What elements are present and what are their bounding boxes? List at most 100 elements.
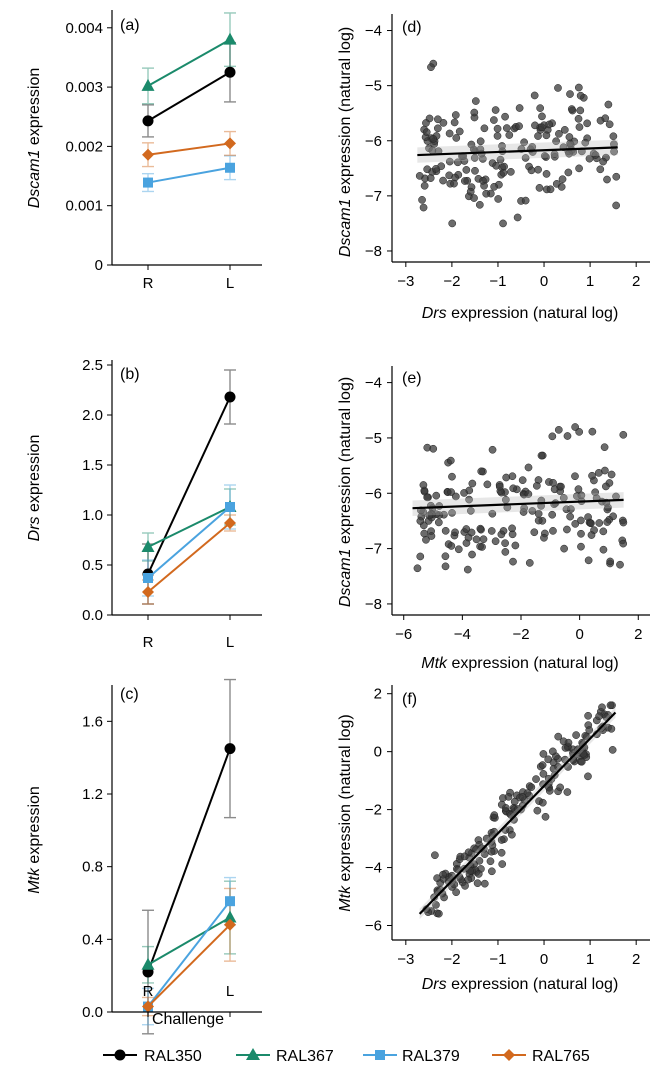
scatter-point <box>520 138 528 147</box>
panel-label-e: (e) <box>402 370 422 387</box>
scatter-point <box>466 866 474 875</box>
scatter-point <box>460 489 468 497</box>
scatter-point <box>423 165 432 174</box>
scatter-point <box>557 183 566 191</box>
panel-label-c: (c) <box>120 686 139 703</box>
panel-a-marks <box>141 12 237 193</box>
regression-line <box>417 146 618 157</box>
x-tick-label: −2 <box>443 951 460 968</box>
scatter-point <box>540 152 549 160</box>
scatter-point <box>560 544 568 553</box>
scatter-point <box>525 559 534 567</box>
scatter-point <box>518 476 527 485</box>
scatter-point <box>501 112 509 121</box>
scatter-point <box>515 122 523 131</box>
scatter-point <box>434 518 443 527</box>
scatter-point <box>498 860 507 868</box>
y-tick-label: −7 <box>365 188 382 205</box>
scatter-point <box>554 732 563 741</box>
scatter-point <box>419 203 428 212</box>
scatter-point <box>567 105 576 113</box>
scatter-point <box>584 772 592 781</box>
scatter-point <box>491 537 500 546</box>
scatter-point <box>544 755 553 764</box>
data-point-ral765 <box>224 517 236 529</box>
scatter-point <box>599 545 608 554</box>
scatter-point <box>542 170 551 178</box>
scatter-point <box>539 750 548 758</box>
scatter-point <box>524 490 533 498</box>
scatter-point <box>432 165 440 173</box>
scatter-point <box>616 560 624 569</box>
scatter-point <box>585 726 594 734</box>
scatter-point <box>473 879 482 888</box>
panel-f-marks <box>418 701 617 920</box>
scatter-point <box>439 870 447 879</box>
scatter-point <box>511 541 520 550</box>
scatter-point <box>606 701 615 710</box>
scatter-point <box>465 495 473 504</box>
scatter-point <box>560 126 569 134</box>
x-tick-label: −2 <box>512 626 529 643</box>
scatter-point <box>538 112 546 121</box>
scatter-point <box>508 472 517 481</box>
scatter-point <box>552 137 560 146</box>
x-tick-label: R <box>143 275 154 292</box>
x-tick-label: 1 <box>586 951 594 968</box>
scatter-point <box>474 870 483 878</box>
data-point-ral367 <box>141 78 155 91</box>
y-tick-label: 1.6 <box>82 713 103 730</box>
scatter-point <box>602 482 610 491</box>
y-tick-label: 1.0 <box>82 507 103 524</box>
y-tick-label: 0.0 <box>82 607 103 624</box>
scatter-point <box>549 527 557 535</box>
scatter-point <box>451 528 459 537</box>
scatter-point <box>497 530 506 539</box>
scatter-point <box>563 432 572 440</box>
scatter-point <box>581 732 590 740</box>
x-tick-label: 2 <box>632 951 640 968</box>
x-tick-label: R <box>143 634 154 651</box>
series-line-ral765 <box>147 924 231 1008</box>
y-axis-label-a: Dscam1 expression <box>26 68 43 209</box>
series-line-ral350 <box>147 396 231 575</box>
x-tick-label: L <box>226 983 234 1000</box>
scatter-point <box>497 848 506 857</box>
scatter-point <box>435 909 443 918</box>
scatter-point <box>447 542 456 550</box>
legend-label: RAL367 <box>276 1048 334 1065</box>
legend-item-ral379: RAL379 <box>363 1048 460 1065</box>
data-point-ral350 <box>142 115 154 127</box>
scatter-point <box>591 488 600 497</box>
y-tick-label: 1.5 <box>82 457 103 474</box>
scatter-point <box>540 533 548 542</box>
scatter-point <box>441 552 450 561</box>
data-point-ral367 <box>223 32 237 45</box>
scatter-point <box>470 194 478 202</box>
scatter-point <box>420 529 429 538</box>
series-line-ral367 <box>147 506 231 548</box>
scatter-point <box>472 845 480 854</box>
scatter-point <box>432 901 440 909</box>
scatter-point <box>532 481 541 490</box>
scatter-point <box>577 529 585 538</box>
x-tick-label: −3 <box>397 951 414 968</box>
scatter-point <box>448 509 456 517</box>
scatter-point <box>584 513 592 521</box>
scatter-point <box>434 115 442 124</box>
scatter-point <box>607 470 616 479</box>
y-tick-label: 0 <box>95 257 103 274</box>
y-tick-label: 0.004 <box>65 20 103 37</box>
scatter-point <box>575 164 583 173</box>
scatter-point <box>566 139 574 148</box>
scatter-point <box>555 129 563 138</box>
scatter-point <box>521 196 530 205</box>
scatter-point <box>603 518 612 526</box>
scatter-point <box>456 875 465 884</box>
scatter-point <box>433 124 442 133</box>
scatter-point <box>439 176 447 185</box>
y-tick-label: −4 <box>365 23 382 40</box>
scatter-point <box>519 508 528 516</box>
scatter-point <box>461 177 469 185</box>
scatter-point <box>598 703 606 712</box>
